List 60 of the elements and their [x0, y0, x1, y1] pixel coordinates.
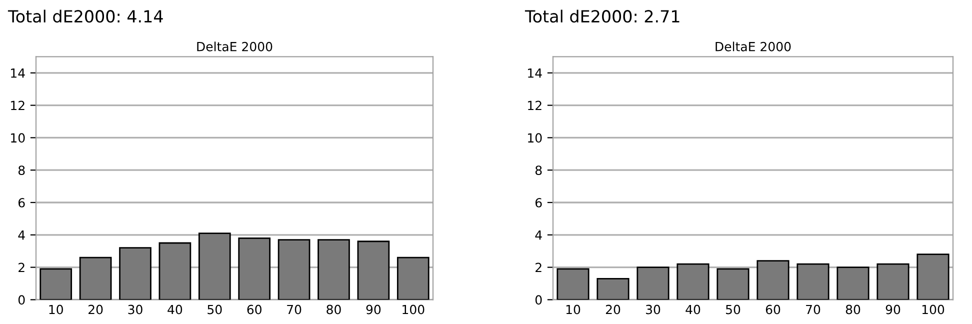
x-tick-label: 70: [806, 304, 820, 314]
bar: [916, 254, 950, 300]
bar: [79, 256, 112, 300]
x-tick-label: 30: [128, 304, 142, 314]
bar: [636, 266, 670, 300]
bar: [836, 266, 870, 300]
x-tick-label: 40: [168, 304, 182, 314]
chart-title: Total dE2000: 4.14: [8, 10, 163, 23]
x-tick-label: 10: [566, 304, 580, 314]
y-tick-label: 6: [18, 198, 25, 208]
bar: [596, 278, 630, 300]
bar: [40, 268, 72, 300]
bar: [756, 260, 790, 300]
y-tick-label: 8: [18, 166, 25, 176]
chart-subtitle: DeltaE 2000: [197, 42, 272, 52]
x-tick-label: 50: [726, 304, 740, 314]
bar: [119, 247, 152, 300]
chart-title: Total dE2000: 2.71: [524, 10, 680, 23]
bar: [556, 268, 590, 300]
x-tick-label: 60: [766, 304, 780, 314]
y-tick-label: 2: [18, 262, 24, 272]
bar: [278, 239, 310, 300]
y-tick-label: 0: [18, 295, 25, 305]
bar: [676, 263, 710, 300]
x-tick-label: 40: [686, 304, 700, 314]
x-tick-label: 70: [287, 304, 302, 314]
y-tick-label: 14: [528, 68, 542, 78]
x-tick-label: 20: [88, 304, 103, 314]
bar: [158, 242, 192, 300]
x-tick-label: 60: [247, 304, 262, 314]
bar: [716, 268, 750, 300]
bar: [876, 263, 910, 300]
y-tick-label: 12: [528, 100, 542, 110]
chart-subtitle: DeltaE 2000: [716, 42, 791, 52]
y-tick-label: 4: [535, 230, 542, 240]
x-tick-label: 80: [846, 304, 860, 314]
bar: [238, 237, 271, 300]
y-tick-label: 8: [535, 166, 542, 176]
y-tick-label: 2: [536, 262, 542, 272]
bar: [357, 240, 390, 300]
x-tick-label: 90: [886, 304, 900, 314]
x-tick-label: 80: [326, 304, 341, 314]
y-tick-label: 10: [11, 133, 25, 143]
y-tick-label: 0: [535, 295, 542, 305]
bar: [396, 256, 430, 300]
y-tick-label: 4: [18, 230, 25, 240]
x-tick-label: 100: [402, 304, 424, 314]
bar: [198, 232, 231, 300]
y-tick-label: 12: [11, 100, 24, 110]
x-tick-label: 100: [922, 304, 944, 314]
x-tick-label: 30: [646, 304, 660, 314]
x-tick-label: 90: [366, 304, 381, 314]
x-tick-label: 20: [606, 304, 620, 314]
x-tick-label: 10: [49, 304, 63, 314]
bar: [318, 239, 350, 300]
bar: [796, 263, 830, 300]
y-tick-label: 10: [528, 133, 542, 143]
x-tick-label: 50: [208, 304, 222, 314]
y-tick-label: 6: [536, 198, 542, 208]
y-tick-label: 14: [11, 68, 25, 78]
